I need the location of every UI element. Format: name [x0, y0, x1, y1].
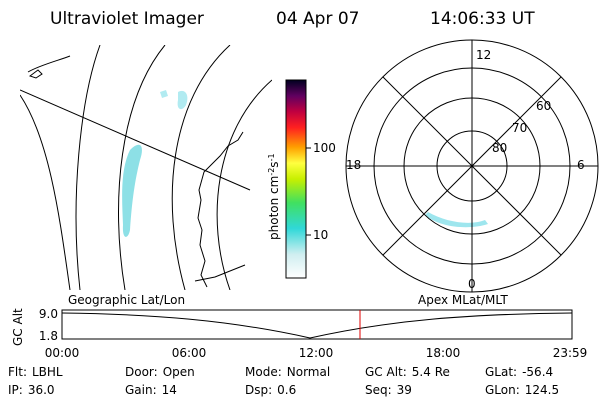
- mlat-label: 70: [512, 121, 527, 135]
- info-label: Door:: [125, 365, 158, 379]
- info-field: GLat: -56.4: [485, 365, 553, 379]
- mlat-label: 60: [536, 99, 551, 113]
- timeline-xtick: 12:00: [299, 346, 334, 360]
- info-field: GLon: 124.5: [485, 383, 559, 397]
- lat-arc: [118, 45, 166, 290]
- info-label: Gain:: [125, 383, 157, 397]
- info-field: Dsp: 0.6: [245, 383, 296, 397]
- mlt-label: 6: [577, 158, 585, 172]
- info-value: 36.0: [28, 383, 55, 397]
- info-value: 124.5: [525, 383, 559, 397]
- lat-arc: [216, 79, 272, 290]
- coastline: [27, 55, 71, 79]
- timeline-xtick: 23:59: [553, 346, 588, 360]
- info-value: Normal: [287, 365, 330, 379]
- label-sup: -2: [267, 168, 276, 176]
- timeline-ytick: 9.0: [39, 307, 58, 321]
- timeline-right-title: Apex MLat/MLT: [418, 293, 508, 307]
- info-value: 14: [162, 383, 177, 397]
- info-value: -56.4: [522, 365, 553, 379]
- timeline-xtick: 06:00: [172, 346, 207, 360]
- aurora: [160, 90, 188, 110]
- colorbar-tick-label: 100: [313, 141, 336, 155]
- mlt-label: 18: [346, 158, 361, 172]
- lat-arc: [75, 45, 101, 290]
- info-panel: Flt: LBHL Door: Open Mode: Normal GC Alt: 5.4 R…: [8, 365, 559, 397]
- aurora: [122, 144, 142, 237]
- info-value: LBHL: [32, 365, 63, 379]
- timeline-frame: [61, 309, 573, 340]
- altitude-curve: [61, 312, 573, 339]
- info-value: 0.6: [277, 383, 296, 397]
- timeline-axis-label: GC Alt: [11, 308, 25, 346]
- info-label: Flt:: [8, 365, 27, 379]
- info-label: Dsp:: [245, 383, 272, 397]
- info-field: Flt: LBHL: [8, 365, 63, 379]
- info-field: Seq: 39: [365, 383, 412, 397]
- mlat-label: 80: [492, 141, 507, 155]
- info-value: Open: [163, 365, 195, 379]
- timeline-left-title: Geographic Lat/Lon: [68, 293, 185, 307]
- colorbar: [285, 79, 307, 279]
- info-value: 39: [397, 383, 412, 397]
- mlt-label: 12: [476, 48, 491, 62]
- info-label: Mode:: [245, 365, 282, 379]
- colorbar-label: photon cm-2s-1: [267, 153, 281, 240]
- info-label: GLat:: [485, 365, 517, 379]
- mlt-label: 0: [468, 277, 476, 291]
- info-label: GC Alt:: [365, 365, 407, 379]
- info-field: Mode: Normal: [245, 365, 330, 379]
- aurora: [425, 212, 488, 228]
- timeline-ytick: 1.8: [39, 329, 58, 343]
- date: 04 Apr 07: [276, 9, 359, 29]
- label-part: photon cm: [267, 176, 281, 240]
- info-field: Door: Open: [125, 365, 195, 379]
- title: Ultraviolet Imager: [50, 9, 204, 29]
- geographic-map: [20, 45, 272, 290]
- colorbar-tick-label: 10: [313, 228, 328, 242]
- label-sup: -1: [267, 153, 276, 161]
- time: 14:06:33 UT: [430, 9, 535, 29]
- lat-arc: [20, 94, 71, 290]
- timeline-xtick: 00:00: [45, 346, 80, 360]
- info-field: GC Alt: 5.4 Re: [365, 365, 450, 379]
- polar-plot: 12 18 6 0 60 70 80: [345, 39, 599, 293]
- info-label: IP:: [8, 383, 23, 397]
- coastline: [194, 131, 246, 288]
- info-field: IP: 36.0: [8, 383, 55, 397]
- info-label: Seq:: [365, 383, 392, 397]
- label-part: s: [267, 161, 281, 167]
- lat-arc: [171, 45, 231, 290]
- info-field: Gain: 14: [125, 383, 177, 397]
- info-value: 5.4 Re: [412, 365, 450, 379]
- info-label: GLon:: [485, 383, 520, 397]
- lon-line: [20, 89, 251, 191]
- polar-spoke: [382, 76, 562, 256]
- timeline-xtick: 18:00: [426, 346, 461, 360]
